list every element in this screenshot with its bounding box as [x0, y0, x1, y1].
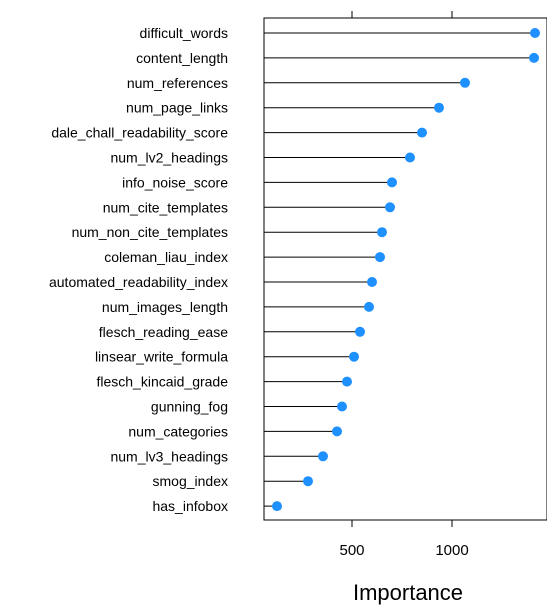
category-label: gunning_fog [151, 399, 228, 415]
point-info_noise_score [387, 177, 397, 188]
category-label: num_non_cite_templates [72, 224, 228, 240]
point-difficult_words [530, 28, 540, 38]
category-label: num_cite_templates [103, 199, 228, 215]
category-label: num_lv3_headings [110, 448, 228, 464]
category-label: automated_readability_index [49, 274, 228, 290]
category-label: num_references [127, 75, 228, 91]
stems-group [264, 32, 535, 507]
category-label: num_page_links [126, 100, 228, 116]
category-label: linsear_write_formula [95, 349, 228, 365]
category-label: num_images_length [102, 299, 228, 315]
point-has_infobox [272, 501, 282, 512]
category-label: smog_index [153, 473, 229, 489]
point-coleman_liau_index [375, 252, 385, 263]
category-label: coleman_liau_index [104, 249, 228, 265]
x-tick-label: 500 [339, 542, 364, 559]
category-label: num_categories [128, 423, 228, 439]
point-num_categories [332, 426, 342, 437]
point-linsear_write_formula [349, 351, 359, 362]
point-flesch_kincaid_grade [342, 376, 352, 387]
point-content_length [529, 52, 539, 63]
point-num_cite_templates [385, 202, 395, 213]
point-gunning_fog [337, 401, 347, 412]
point-num_page_links [434, 102, 444, 113]
category-label: has_infobox [152, 498, 228, 514]
point-num_lv2_headings [405, 152, 415, 163]
plot-frame [263, 17, 547, 521]
category-label: content_length [136, 50, 228, 66]
point-num_non_cite_templates [377, 227, 387, 238]
category-label: info_noise_score [122, 174, 228, 190]
point-flesch_reading_ease [355, 326, 365, 337]
category-label: flesch_kincaid_grade [96, 374, 228, 390]
category-label: num_lv2_headings [110, 150, 228, 166]
point-automated_readability_index [367, 277, 377, 287]
category-labels-group: difficult_words content_length num_referen… [49, 25, 228, 514]
points-group [272, 28, 540, 512]
category-label: dale_chall_readability_score [51, 125, 228, 141]
point-num_references [460, 77, 470, 88]
x-axis-title: Importance [353, 580, 463, 605]
point-num_images_length [364, 301, 374, 312]
point-num_lv3_headings [318, 451, 328, 462]
x-tick-label: 1000 [435, 542, 468, 559]
point-smog_index [303, 476, 313, 487]
x-axis-ticks-group: 500 1000 [339, 11, 469, 559]
point-dale_chall_readability_score [417, 127, 427, 138]
category-label: difficult_words [140, 25, 228, 41]
category-label: flesch_reading_ease [99, 324, 228, 340]
